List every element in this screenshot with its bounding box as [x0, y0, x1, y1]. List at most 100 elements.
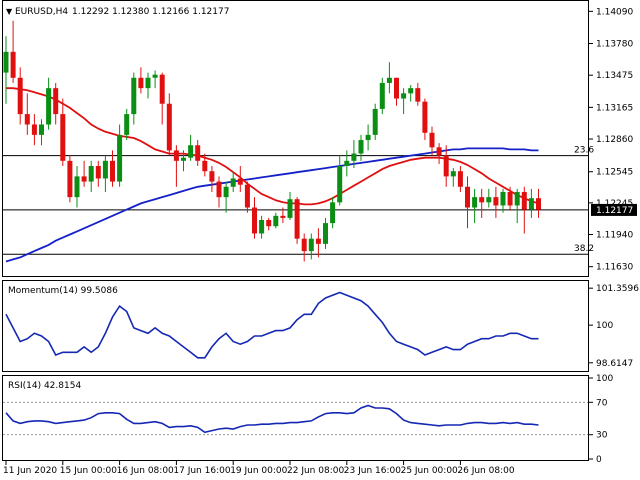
x-tick-label: 22 Jun 08:00: [287, 466, 344, 476]
candle-body: [379, 82, 385, 109]
collapse-arrow-icon[interactable]: ▼: [6, 7, 13, 16]
momentum-tick-label: 98.6147: [596, 359, 633, 369]
candle-body: [117, 134, 123, 182]
candle-body: [337, 166, 343, 203]
rsi-tick-label: 0: [596, 455, 602, 465]
ohlc-values: 1.12292 1.12380 1.12166 1.12177: [72, 7, 229, 17]
price-tick-label: 1.13780: [596, 40, 633, 50]
candle-body: [273, 215, 279, 227]
momentum-layer: 101.3596 100 98.6147: [5, 284, 639, 369]
candle-body: [223, 186, 229, 198]
candle-body: [88, 166, 94, 182]
candle-body: [394, 77, 399, 99]
candle-body: [195, 145, 201, 161]
candle-body: [17, 77, 23, 115]
x-tick-label: 25 Jun 00:00: [401, 466, 458, 476]
candle-body: [429, 132, 435, 148]
candle-body: [358, 140, 364, 154]
candle-body: [493, 197, 499, 206]
candle-body: [124, 114, 130, 135]
fib-level-label: 38.2: [574, 244, 594, 254]
price-tick-label: 1.13165: [596, 103, 633, 113]
price-tick-label: 1.11630: [596, 263, 633, 273]
candle-body: [528, 198, 534, 210]
candle-body: [436, 147, 442, 156]
candle-body: [3, 51, 9, 73]
candle-body: [536, 198, 541, 210]
candle-body: [209, 171, 215, 182]
candle-body: [10, 51, 16, 78]
candle-body: [46, 88, 52, 125]
candle-body: [131, 77, 137, 115]
momentum-label: Momentum(14) 99.5086: [8, 286, 118, 296]
last-price-badge: [591, 203, 637, 216]
candle-body: [365, 134, 371, 141]
candle-body: [486, 197, 492, 203]
candle-body: [408, 88, 414, 94]
momentum-tick-label: 101.3596: [596, 284, 639, 294]
candle-body: [95, 166, 101, 179]
rsi-tick-label: 70: [596, 398, 608, 408]
candle-body: [252, 207, 257, 234]
candle-body: [287, 199, 293, 218]
candle-body: [259, 219, 265, 234]
candle-body: [266, 219, 272, 227]
x-tick-label: 17 Jun 16:00: [173, 466, 230, 476]
rsi-panel: [2, 375, 589, 461]
candle-body: [465, 186, 470, 208]
candle-body: [181, 157, 186, 161]
candle-body: [386, 77, 392, 83]
candle-body: [294, 199, 300, 239]
candle-body: [230, 178, 236, 187]
last-price-label: 1.12177: [596, 206, 633, 216]
candle-body: [202, 160, 208, 172]
momentum-line: [5, 291, 539, 359]
candle-body: [351, 153, 357, 161]
x-axis: 11 Jun 2020 15 Jun 00:00 16 Jun 08:00 17 Ju…: [3, 461, 515, 476]
candle-body: [159, 74, 165, 104]
candle-body: [514, 191, 520, 206]
candle-body: [500, 191, 506, 206]
price-tick-label: 1.14090: [596, 7, 633, 17]
candle-body: [60, 114, 66, 161]
price-tick-label: 1.12545: [596, 168, 633, 178]
price-layer: 1.14090 1.13780 1.13475 1.13165 1.12860 1.125…: [3, 7, 637, 273]
candle-body: [188, 145, 194, 158]
x-tick-label: 16 Jun 08:00: [117, 466, 174, 476]
candle-body: [216, 181, 222, 198]
candle-body: [74, 176, 80, 198]
candle-body: [102, 160, 108, 179]
candle-body: [152, 74, 158, 78]
candle-body: [53, 88, 59, 115]
candle-body: [39, 124, 44, 135]
candle-body: [401, 93, 407, 99]
price-tick-label: 1.11940: [596, 231, 633, 241]
x-tick-label: 15 Jun 00:00: [60, 466, 117, 476]
candle-body: [479, 197, 485, 203]
candle-body: [280, 215, 286, 218]
x-tick-label: 23 Jun 16:00: [344, 466, 401, 476]
candle-body: [521, 191, 527, 210]
candle-body: [110, 160, 115, 182]
candle-body: [457, 171, 463, 187]
candle-body: [507, 191, 513, 206]
candle-body: [67, 160, 73, 198]
rsi-layer: 100 70 30 0: [3, 374, 613, 465]
rsi-tick-label: 100: [596, 374, 613, 384]
rsi-label: RSI(14) 42.8154: [8, 381, 81, 391]
candle-body: [308, 238, 314, 252]
symbol-title: EURUSD,H4: [15, 7, 68, 17]
candle-body: [344, 160, 350, 167]
candle-body: [145, 77, 151, 89]
rsi-tick-label: 30: [596, 431, 608, 441]
ma-red-line: [6, 87, 539, 206]
ma-blue-line: [5, 147, 539, 263]
price-tick-label: 1.12860: [596, 135, 633, 145]
candle-body: [244, 184, 250, 208]
fib-level-label: 23.6: [574, 146, 594, 156]
candle-body: [372, 108, 378, 135]
candle-body: [166, 103, 172, 151]
candle-body: [443, 155, 449, 177]
candle-body: [450, 171, 456, 177]
